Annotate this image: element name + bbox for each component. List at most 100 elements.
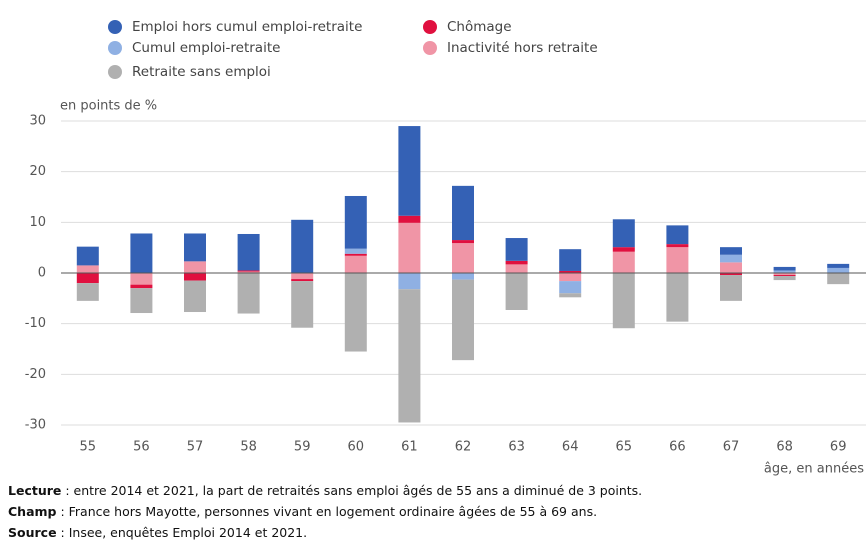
bar-segment [720,247,742,255]
bar-segment [344,195,367,249]
x-tick-label: 64 [562,440,579,455]
y-tick-label: -20 [25,367,46,382]
note-text: : France hors Mayotte, personnes vivant … [56,504,597,519]
bar-segment [666,225,689,245]
bar-segment [76,283,99,301]
bar-segment [291,273,314,280]
bar-segment [827,263,850,268]
x-tick-label: 62 [455,440,472,455]
bar-segment [130,273,153,285]
note-label: Source [8,525,57,540]
bar-segment [666,247,689,273]
y-axis-label: en points de % [60,99,157,114]
bar-segment [505,273,528,310]
bar-segment [76,246,99,266]
y-tick-label: -10 [25,316,46,331]
bar-segment [344,273,367,352]
bar-segment [184,261,206,273]
x-tick-label: 57 [187,440,204,455]
legend-label: Chômage [447,19,512,35]
bar-segment [291,219,314,273]
bar-segment [237,273,260,314]
bar-segment [398,222,421,273]
note: Source : Insee, enquêtes Emploi 2014 et … [8,525,307,540]
bar-segment [184,273,206,281]
bar-segment [291,281,314,328]
legend-label: Retraite sans emploi [132,64,271,80]
x-tick-label: 66 [669,440,686,455]
bar-segment [237,233,260,271]
legend-label: Inactivité hors retraite [447,40,598,56]
x-tick-label: 60 [348,440,365,455]
bar-segment [130,288,153,314]
bar-segment [773,276,796,281]
note-label: Champ [8,504,57,519]
note: Champ : France hors Mayotte, personnes v… [8,504,597,519]
bar-segment [773,266,796,271]
bar-segment [666,244,689,248]
bar-segment [452,273,474,280]
legend-label: Emploi hors cumul emploi-retraite [132,19,362,35]
bar-segment [720,262,742,273]
bar-segment [559,270,582,273]
bar-segment [612,247,635,252]
bar-segment [452,185,474,241]
x-tick-label: 68 [776,440,793,455]
y-tick-label: -30 [25,418,46,433]
note-label: Lecture [8,483,61,498]
bar-segment [452,279,474,361]
bar-segment [559,293,582,298]
x-axis-label: âge, en années [764,462,864,477]
bar-segment [505,238,528,261]
y-tick-label: 0 [38,266,46,281]
legend-marker [108,41,122,55]
bar-segment [344,253,367,256]
bar-segment [452,243,474,273]
bar-segment [398,289,421,423]
bar-segment [827,273,850,285]
legend-marker [423,20,437,34]
bar-segment [344,255,367,273]
bar-segment [773,270,796,273]
bar-segment [184,233,206,262]
bar-segment [76,273,99,284]
bar-segment [612,219,635,248]
bar-segment [398,215,421,223]
bar-segment [130,233,153,273]
note-text: : entre 2014 et 2021, la part de retrait… [61,483,642,498]
bar-segment [559,273,582,282]
bar-segment [720,254,742,263]
bar-segment [237,270,260,272]
bar-segment [344,248,367,254]
x-tick-label: 59 [294,440,311,455]
x-tick-label: 58 [240,440,257,455]
bar-segment [291,279,314,282]
x-tick-label: 56 [133,440,150,455]
x-tick-label: 67 [723,440,740,455]
note-text: : Insee, enquêtes Emploi 2014 et 2021. [57,525,308,540]
bar-segment [773,273,796,276]
bar-segment [666,273,689,322]
bar-segment [184,280,206,313]
bar-segment [505,260,528,265]
x-tick-label: 65 [616,440,633,455]
note: Lecture : entre 2014 et 2021, la part de… [8,483,642,498]
legend-label: Cumul emploi-retraite [132,40,280,56]
bar-segment [505,264,528,273]
legend-marker [108,65,122,79]
y-tick-label: 30 [29,114,46,129]
y-tick-label: 20 [29,164,46,179]
bar-segment [237,271,260,273]
bar-segment [720,275,742,301]
legend-marker [108,20,122,34]
bar-segment [398,126,421,216]
y-tick-label: 10 [29,215,46,230]
bar-segment [720,273,742,276]
x-tick-label: 61 [401,440,418,455]
bar-segment [612,273,635,329]
bar-segment [559,249,582,271]
bar-segment [773,275,796,277]
bar-segment [452,240,474,244]
x-tick-label: 63 [508,440,525,455]
